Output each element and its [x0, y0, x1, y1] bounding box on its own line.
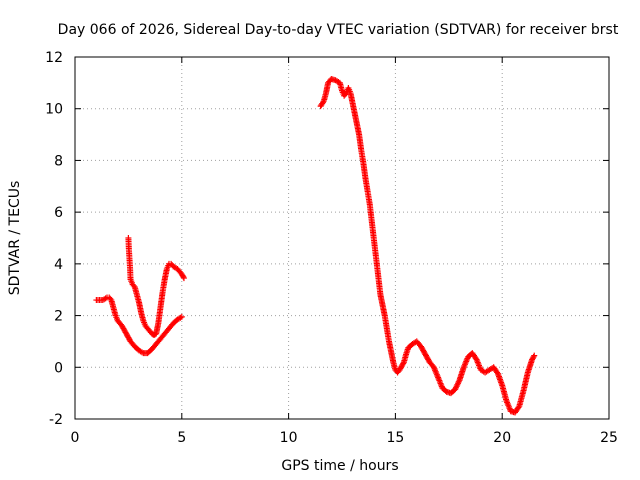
- y-tick-label: -2: [49, 412, 63, 428]
- x-tick-label: 25: [600, 430, 618, 446]
- plot-frame: [74, 56, 610, 420]
- x-tick-label: 5: [177, 430, 186, 446]
- ticks-layer: 0 5 10 15 20 25 -2 0 2 4 6 8 10 12: [45, 50, 618, 446]
- x-tick-label: 0: [71, 430, 80, 446]
- x-axis-label: GPS time / hours: [281, 458, 398, 474]
- data-point: [531, 352, 538, 359]
- x-tick-label: 10: [280, 430, 298, 446]
- data-layer: [93, 75, 538, 416]
- y-tick-label: 6: [54, 205, 63, 221]
- x-tick-label: 20: [493, 430, 511, 446]
- data-point: [180, 275, 187, 282]
- y-tick-label: 0: [54, 360, 63, 376]
- data-point: [178, 313, 185, 320]
- data-point: [180, 273, 187, 280]
- y-tick-label: 4: [54, 257, 63, 273]
- chart-title: Day 066 of 2026, Sidereal Day-to-day VTE…: [58, 22, 619, 38]
- y-tick-label: 10: [45, 102, 63, 118]
- data-point: [342, 91, 349, 98]
- x-tick-label: 15: [386, 430, 404, 446]
- data-point: [320, 99, 327, 106]
- grid-layer: [75, 57, 609, 419]
- data-point: [494, 369, 501, 376]
- y-tick-label: 8: [54, 153, 63, 169]
- y-axis-label: SDTVAR / TECUs: [7, 181, 23, 296]
- data-point: [400, 360, 407, 367]
- data-point: [530, 353, 537, 360]
- y-tick-label: 12: [45, 50, 63, 66]
- y-tick-label: 2: [54, 309, 63, 325]
- data-point: [515, 404, 522, 411]
